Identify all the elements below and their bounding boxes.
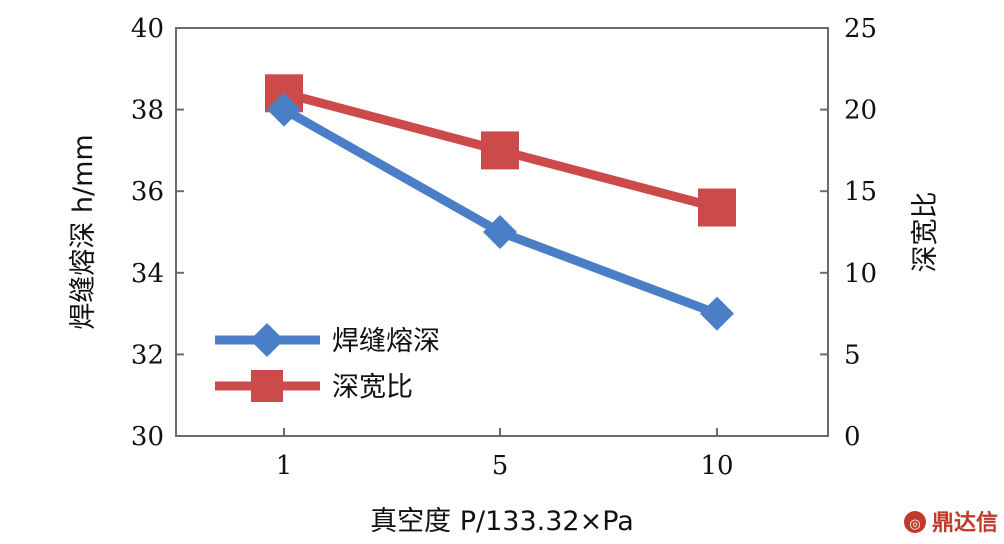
right-tick-label: 20 (844, 96, 877, 126)
right-tick-label: 0 (844, 422, 861, 452)
legend-marker-depth (250, 323, 284, 357)
left-tick-label: 32 (131, 340, 164, 370)
watermark-text: 鼎达信 (932, 510, 998, 536)
data-point-depth (483, 215, 517, 249)
y-axis-title: 焊缝熔深 h/mm (68, 134, 99, 329)
legend: 焊缝熔深 深宽比 (215, 323, 440, 403)
right-tick-label: 25 (844, 14, 877, 44)
x-tick-label: 1 (276, 451, 293, 481)
series-layer (265, 74, 736, 331)
right-tick-label: 5 (844, 340, 861, 370)
left-tick-label: 38 (131, 96, 164, 126)
x-tick-label: 5 (492, 451, 509, 481)
right-tick-label: 15 (844, 177, 877, 207)
right-axis-ticks: 0 5 10 15 20 25 (820, 14, 877, 452)
legend-marker-ratio (251, 370, 283, 402)
logo-icon-glyph: ◎ (909, 517, 920, 532)
left-tick-label: 40 (131, 14, 164, 44)
legend-label-ratio: 深宽比 (332, 372, 413, 403)
x-tick-label: 10 (700, 451, 733, 481)
data-point-depth (267, 92, 301, 127)
logo-icon (904, 511, 926, 533)
data-point-ratio (481, 131, 519, 170)
data-point-ratio (698, 188, 736, 227)
left-tick-label: 36 (131, 177, 164, 207)
legend-label-depth: 焊缝熔深 (332, 326, 440, 357)
x-axis-title: 真空度 P/133.32×Pa (370, 506, 634, 537)
left-axis-ticks: 30 32 34 36 38 40 (131, 14, 184, 452)
x-axis-ticks: 1 5 10 (276, 428, 734, 481)
data-point-depth (700, 296, 734, 331)
plot-frame (175, 27, 829, 437)
legend-item-ratio: 深宽比 (215, 370, 413, 403)
y2-axis-title: 深宽比 (910, 192, 941, 273)
left-tick-label: 34 (131, 259, 164, 289)
watermark: ◎ 鼎达信 (904, 510, 998, 536)
legend-item-depth: 焊缝熔深 (215, 323, 440, 357)
right-tick-label: 10 (844, 259, 877, 289)
left-tick-label: 30 (131, 422, 164, 452)
